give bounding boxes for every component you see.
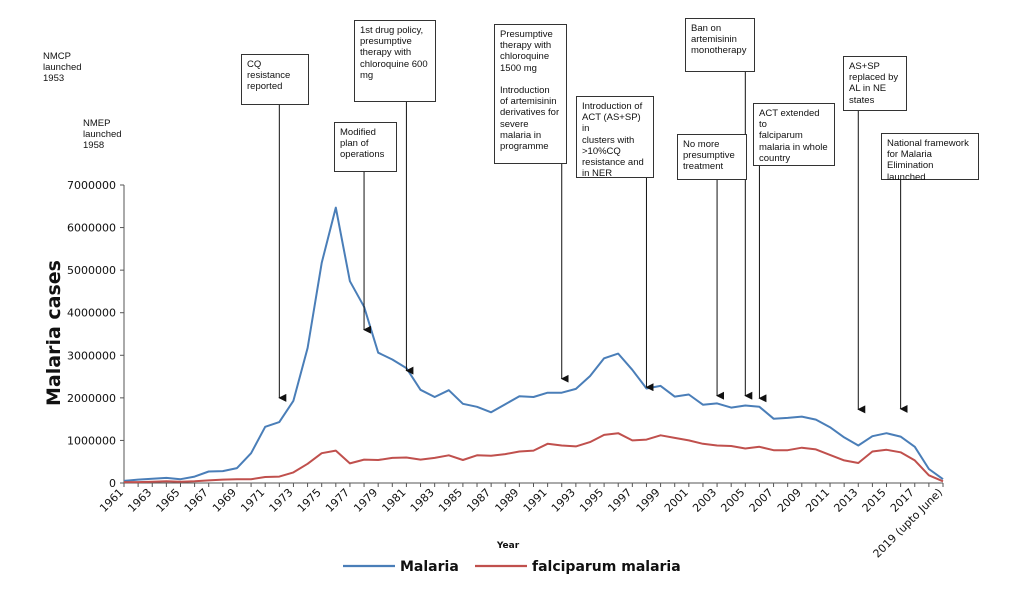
- y-tick-label: 6000000: [67, 222, 116, 235]
- y-tick-label: 5000000: [67, 264, 116, 277]
- y-tick-label: 1000000: [67, 434, 116, 447]
- x-tick-label: 1973: [267, 486, 296, 515]
- annotation-nmcp: NMCP launched 1953: [38, 47, 94, 102]
- x-tick-label: 1975: [295, 486, 324, 515]
- x-tick-label: 1995: [577, 486, 606, 515]
- annotation-no-presumptive: No more presumptive treatment: [677, 134, 747, 180]
- y-tick-label: 3000000: [67, 349, 116, 362]
- annotation-presumptive-1500: Presumptive therapy with chloroquine 150…: [494, 24, 567, 164]
- annotation-national-framework: National framework for Malaria Eliminati…: [881, 133, 979, 183]
- y-tick-label: 7000000: [67, 179, 116, 192]
- x-tick-label: 1993: [549, 486, 578, 515]
- y-axis-ticks: 0 1000000 2000000 3000000 4000000 5000000 6000…: [67, 179, 124, 490]
- x-tick-label: 2003: [690, 486, 719, 515]
- x-tick-label: 2015: [860, 486, 889, 515]
- legend-label-falciparum: falciparum malaria: [532, 559, 681, 575]
- annotation-cq-resistance: CQ resistance reported: [241, 54, 309, 105]
- x-tick-label: 1987: [464, 486, 493, 515]
- annotation-arrows: [278, 72, 908, 414]
- x-axis-label: Year: [496, 541, 520, 551]
- x-tick-label: 1969: [210, 486, 239, 515]
- x-tick-label: 1983: [408, 486, 437, 515]
- annotation-modified-plan: Modified plan of operations: [334, 122, 397, 172]
- annotation-ban-monotherapy: Ban on artemisinin monotherapy: [685, 18, 755, 72]
- x-tick-label: 1997: [605, 486, 634, 515]
- x-tick-label: 1979: [351, 486, 380, 515]
- x-tick-label: 2013: [831, 486, 860, 515]
- series-line-malaria: [123, 206, 944, 482]
- series-lines: [123, 206, 944, 484]
- y-tick-label: 2000000: [67, 392, 116, 405]
- x-tick-label: 1989: [493, 486, 522, 515]
- x-tick-label: 1961: [97, 486, 126, 515]
- y-tick-label: 0: [109, 477, 116, 490]
- annotation-nmep: NMEP launched 1958: [78, 114, 136, 169]
- x-axis-ticks: 1961 1963 1965 1967 1969 1971 1973 1975 1977 1979…: [97, 483, 945, 561]
- x-tick-label: 1977: [323, 486, 352, 515]
- x-tick-label: 2007: [747, 486, 776, 515]
- x-tick-label: 1981: [380, 486, 409, 515]
- x-tick-label: 2009: [775, 486, 804, 515]
- x-tick-label: 2005: [718, 486, 747, 515]
- x-tick-label: 1963: [125, 486, 154, 515]
- x-tick-label: 1965: [154, 486, 183, 515]
- annotation-drug-policy: 1st drug policy, presumptive therapy wit…: [354, 20, 436, 102]
- x-tick-label: 1967: [182, 486, 211, 515]
- series-line-falciparum: [124, 432, 944, 484]
- legend-label-malaria: Malaria: [400, 559, 459, 575]
- x-tick-label: 1985: [436, 486, 465, 515]
- y-tick-label: 4000000: [67, 307, 116, 320]
- x-tick-label: 2011: [803, 486, 832, 515]
- legend: Malaria falciparum malaria: [343, 559, 681, 575]
- x-tick-label: 1971: [238, 486, 267, 515]
- x-tick-label: 2001: [662, 486, 691, 515]
- y-axis-label: Malaria cases: [43, 260, 65, 406]
- annotation-act-extended: ACT extended to falciparum malaria in wh…: [753, 103, 835, 166]
- annotation-act-introduction: Introduction of ACT (AS+SP) in clusters …: [576, 96, 654, 179]
- x-tick-label: 1999: [634, 486, 663, 515]
- annotation-as-sp-replaced: AS+SP replaced by AL in NE states: [843, 56, 907, 111]
- x-tick-label: 1991: [521, 486, 550, 515]
